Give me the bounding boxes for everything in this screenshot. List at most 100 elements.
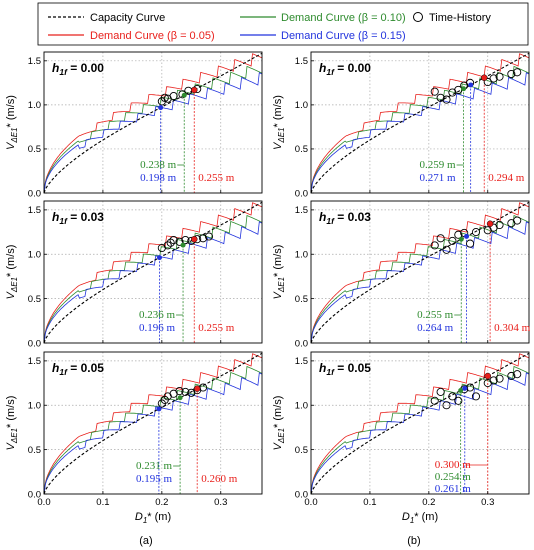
- time-history-point: [169, 92, 178, 101]
- time-history-point: [436, 234, 445, 243]
- h1f-label: h1f = 0.05: [52, 361, 104, 377]
- demand-red-line: [44, 353, 262, 494]
- h1f-label-value: = 0.05: [334, 361, 371, 375]
- time-history-point: [495, 374, 504, 383]
- time-history-point: [204, 232, 214, 241]
- plot-area: [44, 352, 262, 494]
- panel-b3: 0.0 0.5 1.0 1.5 0.0 0.1 0.2 0.3 VΔE1* (m/s) h1f =…: [272, 351, 530, 525]
- y-tick-label: 1.5: [28, 205, 41, 216]
- x-tick-label: 0.2: [422, 497, 435, 508]
- legend-red-label: Demand Curve (β = 0.05): [90, 30, 215, 42]
- panel-frame: [310, 200, 530, 344]
- h1f-label-sub: 1f: [59, 67, 68, 77]
- time-history-point: [181, 235, 190, 245]
- annotation-green: 0.255 m: [417, 309, 454, 321]
- time-history-point: [513, 216, 522, 225]
- h1f-label-value: = 0.03: [334, 210, 371, 224]
- y-axis-label: VΔE1* (m/s): [5, 245, 19, 300]
- intersection-green-marker: [177, 395, 183, 401]
- demand-green-line: [44, 214, 262, 343]
- y-tick-label: 1.5: [28, 56, 41, 67]
- y-axis-label-sub: ΔE1: [10, 277, 19, 293]
- time-history-point: [436, 93, 445, 102]
- y-axis-label: VΔE1* (m/s): [272, 245, 286, 300]
- time-history-point: [495, 220, 504, 230]
- time-history-point: [169, 235, 178, 245]
- h1f-label-h: h: [52, 210, 59, 224]
- y-tick-label: 1.0: [295, 250, 308, 261]
- intersection-blue-marker: [156, 255, 162, 261]
- y-axis-label-sub: ΔE1: [277, 428, 286, 444]
- demand-blue-line: [44, 221, 262, 343]
- x-axis-label-main: D: [135, 511, 143, 523]
- demand-red-line: [44, 202, 262, 343]
- annotation-blue: 0.198 m: [140, 172, 177, 184]
- x-axis-label-sub: 1: [143, 516, 147, 525]
- legend-timehistory-swatch: [413, 12, 423, 22]
- time-history-point: [454, 396, 463, 405]
- y-axis-label-main: V: [5, 290, 17, 299]
- legend-timehistory-label: Time-History: [429, 12, 491, 24]
- time-history-point: [471, 392, 481, 401]
- intersection-red-marker: [480, 74, 488, 82]
- demand-blue-line: [311, 72, 529, 193]
- time-history-point: [430, 241, 439, 250]
- demand-green-line: [44, 365, 262, 494]
- y-axis-label-unit: * (m/s): [5, 396, 17, 428]
- y-tick-label: 0.0: [28, 188, 41, 199]
- legend-box: [37, 2, 529, 46]
- capacity-curve-line: [311, 52, 529, 193]
- plot-area: [44, 52, 262, 193]
- x-axis-label-main: D: [402, 511, 410, 523]
- y-axis-label-sub: ΔE1: [277, 277, 286, 293]
- x-axis-label-unit: * (m): [147, 511, 171, 523]
- annotation-red: 0.255 m: [198, 172, 235, 184]
- time-history-point: [507, 371, 516, 381]
- time-history-point: [466, 239, 475, 248]
- y-tick-label: 1.5: [295, 56, 308, 67]
- x-tick-label: 0.0: [304, 497, 317, 508]
- capacity-curve-line: [44, 201, 262, 343]
- time-history-point: [489, 74, 498, 83]
- y-tick-label: 1.5: [295, 356, 308, 367]
- y-tick-label: 0.0: [295, 188, 308, 199]
- panel-frame: [43, 200, 263, 344]
- time-history-point: [442, 245, 451, 254]
- demand-blue-line: [44, 372, 262, 494]
- y-tick-label: 1.0: [28, 401, 41, 412]
- h1f-label: h1f = 0.00: [52, 61, 104, 77]
- time-history-point: [442, 95, 451, 104]
- demand-green-line: [311, 365, 529, 494]
- plot-area: [311, 201, 529, 343]
- y-axis-label-main: V: [5, 441, 17, 450]
- y-axis-label-unit: * (m/s): [5, 95, 17, 127]
- legend: Capacity Curve Demand Curve (β = 0.05) D…: [37, 2, 529, 46]
- y-tick-label: 0.5: [28, 294, 41, 305]
- time-history-point: [454, 230, 463, 239]
- time-history-point: [507, 69, 516, 79]
- time-history-point: [513, 370, 522, 379]
- h1f-label-sub: 1f: [326, 367, 335, 377]
- annotation-green: 0.259 m: [420, 159, 457, 171]
- intersection-red-marker: [484, 372, 492, 380]
- y-tick-label: 0.5: [295, 144, 308, 155]
- x-axis-label: D1* (m): [402, 511, 438, 525]
- panel-frame: [310, 51, 530, 194]
- time-history-point: [181, 387, 190, 396]
- column-label-a: (a): [139, 535, 152, 547]
- panel-frame: [43, 351, 263, 495]
- time-history-point: [495, 72, 504, 81]
- demand-blue-line: [311, 221, 529, 343]
- annotation-red: 0.255 m: [198, 322, 235, 334]
- column-label-b: (b): [407, 535, 420, 547]
- intersection-red-marker: [190, 86, 198, 94]
- intersection-green-marker: [180, 242, 186, 248]
- demand-green-line: [311, 65, 529, 193]
- panel-frame: [43, 51, 263, 194]
- time-history-point: [163, 241, 172, 250]
- panel-a3: 0.0 0.5 1.0 1.5 0.0 0.1 0.2 0.3 VΔE1* (m/s) h1f =…: [5, 351, 263, 525]
- y-tick-label: 1.5: [295, 205, 308, 216]
- time-history-point: [166, 238, 175, 247]
